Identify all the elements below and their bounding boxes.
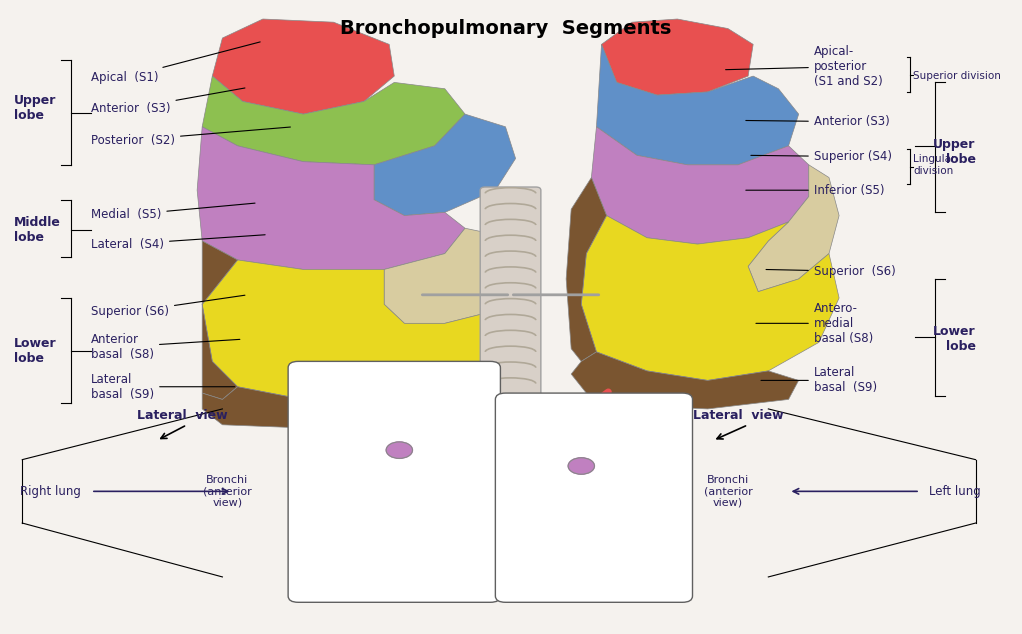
Circle shape: [386, 442, 413, 458]
Circle shape: [568, 458, 595, 474]
Text: Lower
lobe: Lower lobe: [634, 519, 665, 540]
Text: Lateral
basal  (S9): Lateral basal (S9): [91, 373, 235, 401]
Polygon shape: [748, 165, 839, 292]
Text: Apical  (S1): Apical (S1): [91, 42, 261, 84]
Text: Superior  (S6): Superior (S6): [766, 265, 895, 278]
Text: Posterior  (S2): Posterior (S2): [91, 127, 290, 146]
Text: Left lung: Left lung: [929, 485, 981, 498]
Text: Lateral
basal  (S9): Lateral basal (S9): [761, 366, 877, 394]
FancyBboxPatch shape: [288, 361, 501, 602]
Text: Bronchi
(anterior
view): Bronchi (anterior view): [703, 475, 752, 508]
Polygon shape: [597, 44, 798, 165]
Text: Superior division: Superior division: [913, 71, 1001, 81]
Text: Middle
lobe: Middle lobe: [317, 456, 351, 478]
Polygon shape: [592, 127, 808, 244]
Text: Antero-
medial
basal (S8): Antero- medial basal (S8): [756, 302, 873, 345]
Polygon shape: [197, 127, 465, 269]
Text: Lower
lobe: Lower lobe: [14, 337, 57, 365]
Text: Anterior (S3): Anterior (S3): [746, 115, 889, 128]
Polygon shape: [602, 19, 753, 95]
Text: Inferior (S5): Inferior (S5): [746, 184, 884, 197]
Polygon shape: [582, 216, 839, 380]
Text: Upper
lobe: Upper lobe: [317, 379, 347, 401]
Text: Anterior  (S3): Anterior (S3): [91, 88, 245, 115]
Text: Anterior
basal  (S8): Anterior basal (S8): [91, 333, 240, 361]
Polygon shape: [571, 352, 798, 409]
FancyBboxPatch shape: [496, 393, 693, 602]
FancyBboxPatch shape: [480, 187, 541, 409]
Text: Lower
lobe: Lower lobe: [933, 325, 976, 353]
Polygon shape: [202, 387, 475, 428]
Polygon shape: [202, 241, 237, 399]
Text: Middle
lobe: Middle lobe: [14, 216, 61, 243]
Text: Upper
lobe: Upper lobe: [634, 420, 665, 442]
Text: Right lung: Right lung: [20, 485, 81, 498]
Polygon shape: [374, 114, 515, 216]
Text: Superior (S6): Superior (S6): [91, 295, 245, 318]
Text: Bronchi
(anterior
view): Bronchi (anterior view): [203, 475, 251, 508]
Polygon shape: [202, 260, 515, 399]
Text: Lateral  view: Lateral view: [693, 409, 783, 422]
Text: Upper
lobe: Upper lobe: [933, 138, 976, 166]
Polygon shape: [566, 178, 607, 361]
Polygon shape: [384, 228, 515, 323]
Text: Apical-
posterior
(S1 and S2): Apical- posterior (S1 and S2): [726, 45, 883, 88]
Text: Upper
lobe: Upper lobe: [14, 94, 56, 122]
Text: Lateral  (S4): Lateral (S4): [91, 235, 265, 250]
Text: Medial  (S5): Medial (S5): [91, 203, 256, 221]
Text: Lateral  view: Lateral view: [137, 409, 227, 422]
Polygon shape: [202, 76, 465, 165]
Text: Superior (S4): Superior (S4): [751, 150, 892, 163]
Text: Lingular
division: Lingular division: [913, 154, 956, 176]
Text: Lower
lobe: Lower lobe: [317, 541, 347, 562]
Text: Bronchopulmonary  Segments: Bronchopulmonary Segments: [339, 19, 671, 38]
Polygon shape: [213, 19, 394, 114]
